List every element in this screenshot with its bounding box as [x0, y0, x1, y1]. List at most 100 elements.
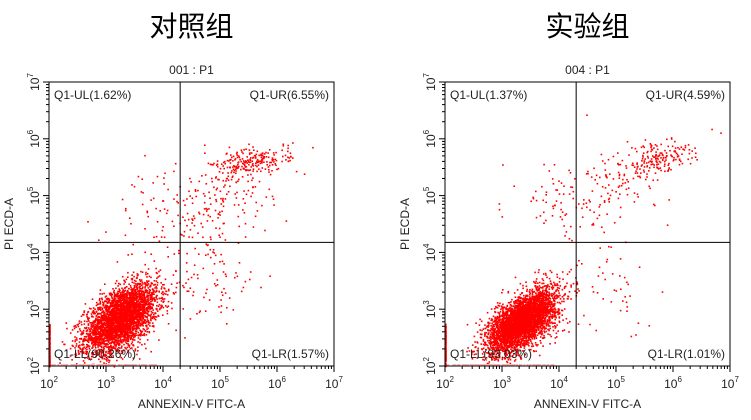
- event-point: [110, 338, 112, 340]
- event-point: [163, 177, 165, 179]
- event-point: [153, 317, 155, 319]
- event-point: [73, 364, 75, 366]
- y-axis-label: PI ECD-A: [2, 198, 16, 250]
- event-point: [99, 321, 101, 323]
- event-point: [265, 152, 267, 154]
- event-point: [165, 279, 167, 281]
- event-point: [118, 337, 120, 339]
- event-point: [120, 294, 122, 296]
- event-point: [260, 163, 262, 165]
- event-point: [186, 225, 188, 227]
- event-point: [158, 291, 160, 293]
- event-point: [203, 193, 205, 195]
- event-point: [123, 308, 125, 310]
- event-point: [121, 295, 123, 297]
- event-point: [150, 364, 152, 366]
- event-point: [217, 166, 219, 168]
- event-point: [144, 264, 146, 266]
- event-point: [103, 303, 105, 305]
- event-point: [149, 297, 151, 299]
- event-point: [135, 317, 137, 319]
- event-point: [176, 194, 178, 196]
- event-point: [128, 288, 130, 290]
- event-point: [74, 328, 76, 330]
- event-point: [162, 284, 164, 286]
- event-point: [182, 285, 184, 287]
- event-point: [125, 235, 127, 237]
- event-point: [266, 196, 268, 198]
- event-point: [148, 280, 150, 282]
- event-point: [123, 328, 125, 330]
- event-point: [150, 318, 152, 320]
- event-point: [120, 327, 122, 329]
- event-point: [175, 292, 177, 294]
- event-point: [120, 341, 122, 343]
- event-point: [121, 301, 123, 303]
- event-point: [148, 304, 150, 306]
- event-point: [164, 298, 166, 300]
- event-point: [159, 309, 161, 311]
- event-point: [236, 192, 238, 194]
- event-point: [112, 339, 114, 341]
- event-point: [104, 301, 106, 303]
- event-point: [122, 296, 124, 298]
- event-point: [142, 305, 144, 307]
- event-point: [121, 312, 123, 314]
- event-point: [134, 298, 136, 300]
- event-point: [222, 180, 224, 182]
- event-point: [83, 312, 85, 314]
- event-point: [191, 277, 193, 279]
- event-point: [193, 274, 195, 276]
- event-point: [183, 235, 185, 237]
- event-point: [167, 310, 169, 312]
- event-point: [147, 321, 149, 323]
- event-point: [257, 151, 259, 153]
- event-point: [91, 328, 93, 330]
- event-point: [142, 298, 144, 300]
- x-tick-label: 103: [97, 375, 115, 391]
- event-point: [78, 326, 80, 328]
- event-point: [143, 319, 145, 321]
- event-point: [207, 245, 209, 247]
- event-point: [232, 160, 234, 162]
- event-point: [192, 219, 194, 221]
- event-point: [209, 299, 211, 301]
- event-point: [224, 184, 226, 186]
- event-point: [268, 169, 270, 171]
- y-tick-label: 104: [26, 243, 42, 261]
- event-point: [171, 283, 173, 285]
- event-point: [117, 323, 119, 325]
- event-point: [213, 163, 215, 165]
- event-point: [132, 244, 134, 246]
- event-point: [141, 191, 143, 193]
- event-point: [130, 335, 132, 337]
- event-point: [111, 306, 113, 308]
- event-point: [141, 285, 143, 287]
- event-point: [127, 328, 129, 330]
- event-point: [153, 198, 155, 200]
- event-point: [225, 292, 227, 294]
- event-point: [165, 291, 167, 293]
- event-point: [88, 333, 90, 335]
- event-point: [106, 364, 108, 366]
- event-point: [81, 315, 83, 317]
- event-point: [141, 308, 143, 310]
- event-point: [114, 292, 116, 294]
- event-point: [262, 167, 264, 169]
- event-point: [82, 333, 84, 335]
- event-point: [142, 271, 144, 273]
- event-point: [53, 364, 55, 366]
- event-point: [126, 323, 128, 325]
- event-point: [205, 293, 207, 295]
- event-point: [116, 306, 118, 308]
- event-point: [115, 283, 117, 285]
- event-point: [156, 280, 158, 282]
- event-point: [271, 170, 273, 172]
- event-point: [109, 343, 111, 345]
- event-point: [212, 251, 214, 253]
- event-point: [192, 203, 194, 205]
- event-point: [108, 300, 110, 302]
- event-point: [134, 318, 136, 320]
- event-point: [82, 340, 84, 342]
